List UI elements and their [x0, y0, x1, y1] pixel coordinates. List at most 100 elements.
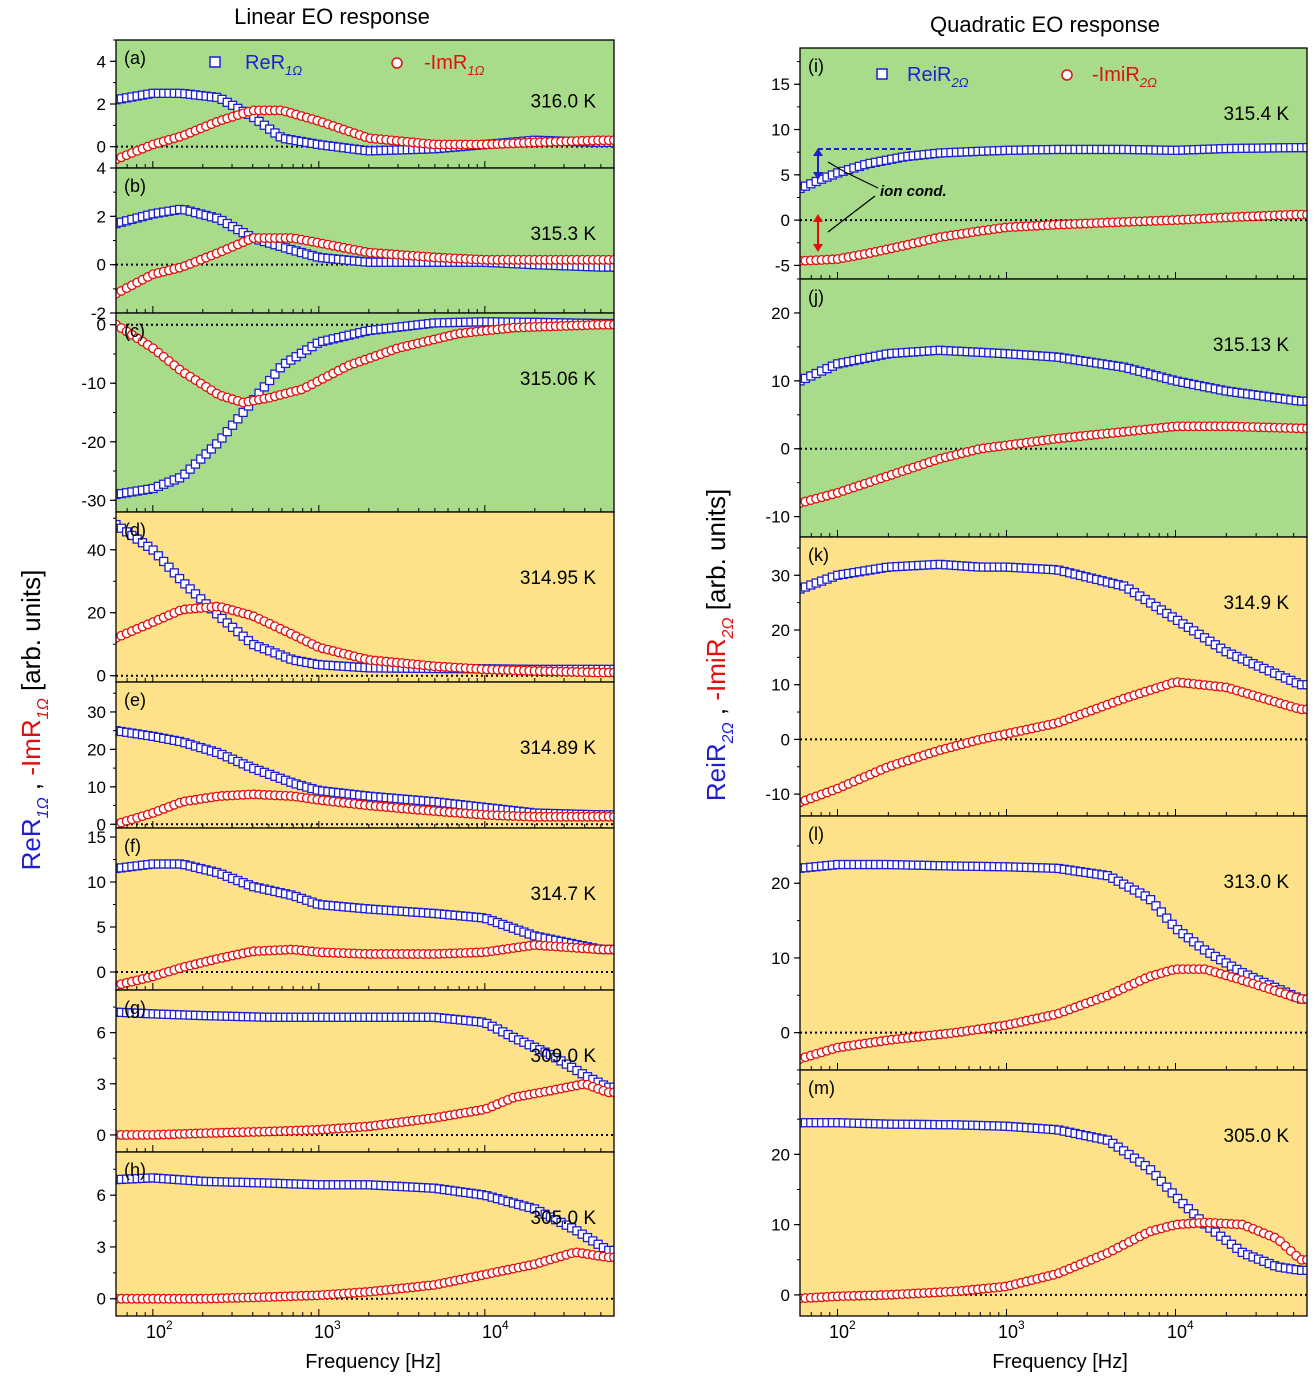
data-markers: [116, 1173, 614, 1304]
re-point: [1302, 396, 1307, 406]
re-point: [1302, 680, 1307, 690]
y-tick-label: 3: [97, 1075, 106, 1094]
re-point: [212, 439, 222, 449]
re-point: [1156, 1176, 1167, 1186]
temperature-label: 316.0 K: [531, 92, 597, 113]
y-tick-label: 15: [87, 828, 106, 847]
data-markers: [116, 726, 614, 828]
temperature-label: 314.7 K: [531, 884, 597, 905]
re-point: [609, 1082, 614, 1092]
legend-re-label: ReR1Ω: [245, 52, 302, 78]
data-markers: [116, 1007, 614, 1140]
legend-re-label: ReiR2Ω: [907, 64, 969, 90]
legend-re-marker: [209, 56, 221, 68]
re-point: [238, 407, 248, 418]
y-tick-label: 20: [771, 874, 790, 893]
panel-label: (h): [124, 1160, 146, 1180]
re-point: [1162, 1182, 1172, 1192]
y-tick-label: -2: [91, 304, 106, 323]
y-tick-label: 10: [771, 676, 790, 695]
temperature-label: 309.0 K: [531, 1046, 597, 1067]
left-column-title: Linear EO response: [234, 4, 430, 29]
right-x-tick-label: 103: [998, 1318, 1025, 1342]
re-point: [1302, 1265, 1307, 1275]
data-markers: [800, 559, 1307, 808]
data-markers: [116, 317, 614, 500]
ion-pointer-lower: [827, 195, 876, 233]
re-point: [270, 369, 280, 379]
y-tick-label: 0: [97, 963, 106, 982]
y-tick-label: 0: [781, 1024, 790, 1043]
y-tick-label: 0: [97, 667, 106, 686]
legend-re-marker: [876, 68, 888, 80]
re-point: [233, 414, 243, 424]
temperature-label: 314.89 K: [520, 738, 596, 759]
y-tick-label: -30: [81, 491, 106, 510]
y-tick-label: 0: [781, 211, 790, 230]
re-point: [1162, 913, 1172, 923]
y-tick-label: 20: [87, 604, 106, 623]
y-tick-label: 0: [97, 256, 106, 275]
re-point: [201, 449, 211, 459]
re-point: [185, 584, 195, 594]
ion-arrow-blue-head-down: [813, 172, 823, 180]
re-point: [222, 426, 232, 437]
ion-arrow-blue-head-up: [813, 148, 823, 156]
re-point: [190, 589, 201, 599]
im-point: [609, 254, 614, 265]
panel-f: 0 5 10 15 (f) 314.7 K: [87, 827, 615, 991]
im-point: [609, 319, 614, 330]
re-point: [1156, 907, 1167, 917]
panel-background: [116, 313, 614, 512]
y-tick-label: 20: [87, 740, 106, 759]
temperature-label: 315.3 K: [531, 224, 597, 245]
re-point: [1167, 919, 1177, 929]
y-tick-label: -10: [765, 785, 790, 804]
y-tick-label: 5: [97, 918, 106, 937]
panel-label: (l): [808, 824, 824, 844]
panel-label: (j): [808, 287, 824, 307]
re-point: [1302, 142, 1307, 153]
ion-arrow-red-head-up: [813, 214, 823, 222]
right-legend: ReiR2Ω -ImiR2Ω: [876, 64, 1157, 90]
data-markers: [800, 859, 1307, 1064]
re-point: [164, 562, 174, 572]
left-y-axis-label: ReR1Ω , -ImR1Ω [arb. units]: [16, 570, 52, 871]
y-tick-label: 10: [771, 1216, 790, 1235]
y-tick-label: 0: [97, 316, 106, 335]
right-x-tick-labels: 102 103 104: [829, 1318, 1194, 1342]
left-x-tick-labels: 102 103 104: [146, 1318, 509, 1342]
y-tick-label: -10: [81, 374, 106, 393]
y-tick-label: 5: [781, 166, 790, 185]
y-tick-label: 0: [97, 1290, 106, 1309]
y-tick-label: 15: [771, 75, 790, 94]
panel-e: 0 10 20 30 (e) 314.89 K: [87, 681, 615, 834]
left-x-axis-label: Frequency [Hz]: [305, 1351, 441, 1373]
re-point: [1178, 1198, 1188, 1209]
temperature-label: 314.9 K: [1224, 593, 1290, 614]
right-column-title: Quadratic EO response: [930, 12, 1160, 37]
re-point: [259, 382, 269, 392]
panel-j: -10 0 10 20 (j) 315.13 K: [765, 278, 1308, 538]
y-tick-label: 40: [87, 541, 106, 560]
temperature-label: 315.4 K: [1224, 104, 1290, 125]
re-point: [1183, 1204, 1193, 1214]
panel-i: -5 0 5 10 15 (i) 315.4 K: [771, 47, 1308, 280]
left-x-tick-label: 103: [314, 1318, 341, 1342]
y-tick-label: 20: [771, 621, 790, 640]
panel-label: (k): [808, 545, 829, 565]
right-y-axis-label: ReiR2Ω , -ImiR2Ω [arb. units]: [701, 489, 737, 801]
legend-im-marker: [1061, 69, 1073, 81]
panel-label: (g): [124, 998, 146, 1018]
re-point: [609, 1245, 614, 1256]
re-point: [1145, 894, 1156, 905]
y-tick-label: 0: [781, 730, 790, 749]
re-point: [159, 556, 169, 567]
re-point: [196, 594, 206, 604]
re-point: [180, 579, 190, 589]
data-markers: [800, 1118, 1307, 1304]
re-point: [180, 469, 190, 479]
re-point: [153, 551, 164, 561]
im-point: [609, 667, 614, 678]
